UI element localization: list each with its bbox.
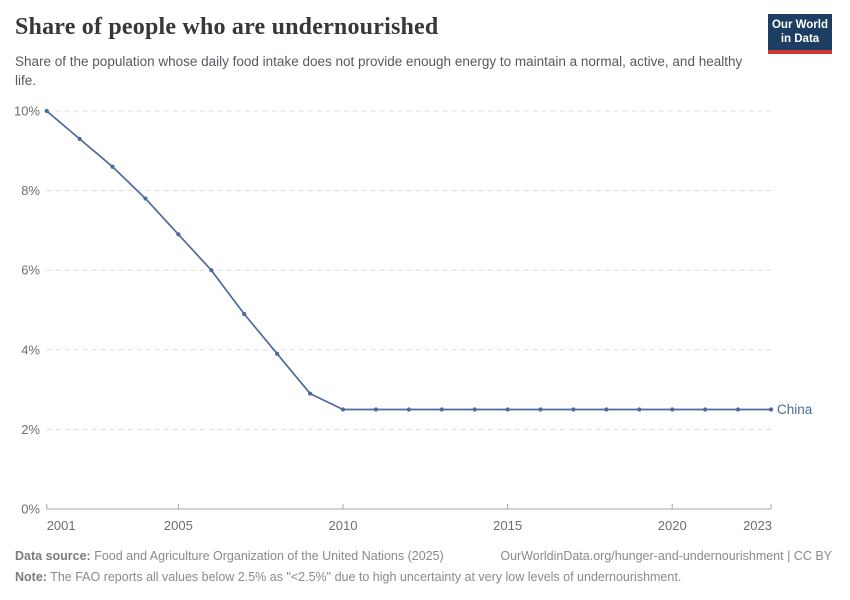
series-line-china[interactable] (46, 110, 771, 411)
line-chart[interactable]: 0% 2% 4% 6% 8% 10% 2001 2005 2010 2015 2020 2023 Chi… (0, 95, 850, 545)
chart-note: Note: The FAO reports all values below 2… (15, 570, 681, 584)
data-point[interactable] (637, 407, 642, 412)
note-text: The FAO reports all values below 2.5% as… (46, 569, 682, 584)
note-label: Note: (15, 569, 47, 584)
data-point[interactable] (604, 407, 609, 412)
y-tick-label: 6% (21, 263, 40, 278)
series-end-label[interactable]: China (777, 402, 813, 417)
data-point[interactable] (670, 407, 675, 412)
data-point[interactable] (472, 407, 477, 412)
data-point[interactable] (242, 311, 247, 317)
data-point[interactable] (768, 407, 774, 412)
x-tick-label: 2015 (493, 518, 522, 533)
x-tick-label: 2001 (47, 518, 76, 533)
data-point[interactable] (209, 268, 214, 273)
data-point[interactable] (703, 407, 708, 412)
data-point[interactable] (307, 391, 313, 396)
data-point[interactable] (439, 407, 444, 412)
data-point[interactable] (373, 407, 379, 412)
data-point[interactable] (406, 407, 411, 412)
data-point[interactable] (538, 407, 543, 412)
data-point[interactable] (110, 164, 115, 169)
y-tick-label: 4% (21, 342, 40, 357)
attribution-link[interactable]: OurWorldinData.org/hunger-and-undernouri… (500, 549, 832, 563)
owid-logo-line2: in Data (780, 33, 820, 45)
y-tick-label: 10% (14, 104, 40, 119)
chart-subtitle: Share of the population whose daily food… (15, 54, 743, 88)
y-tick-label: 0% (21, 502, 40, 517)
data-point[interactable] (143, 196, 148, 201)
page-title: Share of people who are undernourished (15, 14, 439, 40)
data-point[interactable] (571, 407, 576, 412)
data-source-label: Data source: (15, 549, 91, 563)
x-tick-label: 2010 (329, 518, 358, 533)
data-point[interactable] (176, 232, 181, 237)
owid-logo[interactable]: Our World in Data (768, 14, 832, 54)
data-point[interactable] (735, 407, 741, 412)
chart-footer: Data source: Food and Agriculture Organi… (15, 548, 832, 586)
x-tick-label: 2020 (658, 518, 687, 533)
y-tick-label: 2% (21, 422, 40, 437)
y-tick-label: 8% (21, 183, 40, 198)
owid-logo-line1: Our World (771, 18, 828, 31)
data-source-text: Food and Agriculture Organization of the… (90, 549, 444, 563)
data-point[interactable] (44, 108, 49, 114)
x-tick-label: 2005 (164, 518, 193, 533)
data-point[interactable] (275, 351, 280, 356)
data-source: Data source: Food and Agriculture Organi… (15, 548, 444, 565)
data-point[interactable] (340, 407, 346, 412)
data-point[interactable] (505, 407, 510, 412)
x-tick-label: 2023 (743, 518, 772, 533)
data-point[interactable] (77, 136, 82, 141)
